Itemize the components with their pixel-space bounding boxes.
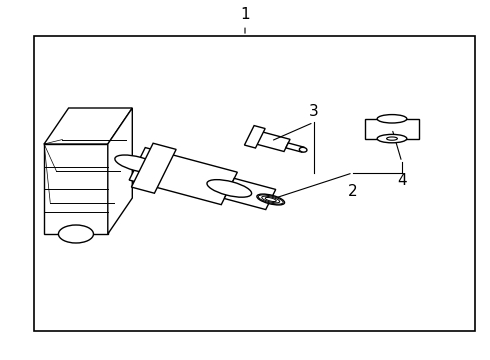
Ellipse shape (377, 134, 407, 143)
Polygon shape (252, 131, 290, 152)
Ellipse shape (257, 194, 285, 205)
Polygon shape (224, 178, 276, 210)
Polygon shape (286, 143, 304, 152)
Ellipse shape (207, 180, 252, 197)
Polygon shape (365, 119, 419, 139)
Text: 2: 2 (348, 184, 358, 199)
Polygon shape (108, 108, 132, 234)
Ellipse shape (377, 114, 407, 123)
Text: 4: 4 (397, 173, 407, 188)
Ellipse shape (115, 155, 160, 172)
Bar (34, 36, 475, 331)
Polygon shape (131, 143, 176, 193)
Text: 1: 1 (240, 6, 250, 22)
Polygon shape (245, 126, 265, 148)
Ellipse shape (299, 147, 307, 152)
Polygon shape (44, 144, 108, 234)
Polygon shape (44, 108, 132, 144)
Ellipse shape (58, 225, 94, 243)
Text: 3: 3 (309, 104, 318, 119)
Ellipse shape (387, 137, 397, 140)
Polygon shape (129, 148, 237, 205)
